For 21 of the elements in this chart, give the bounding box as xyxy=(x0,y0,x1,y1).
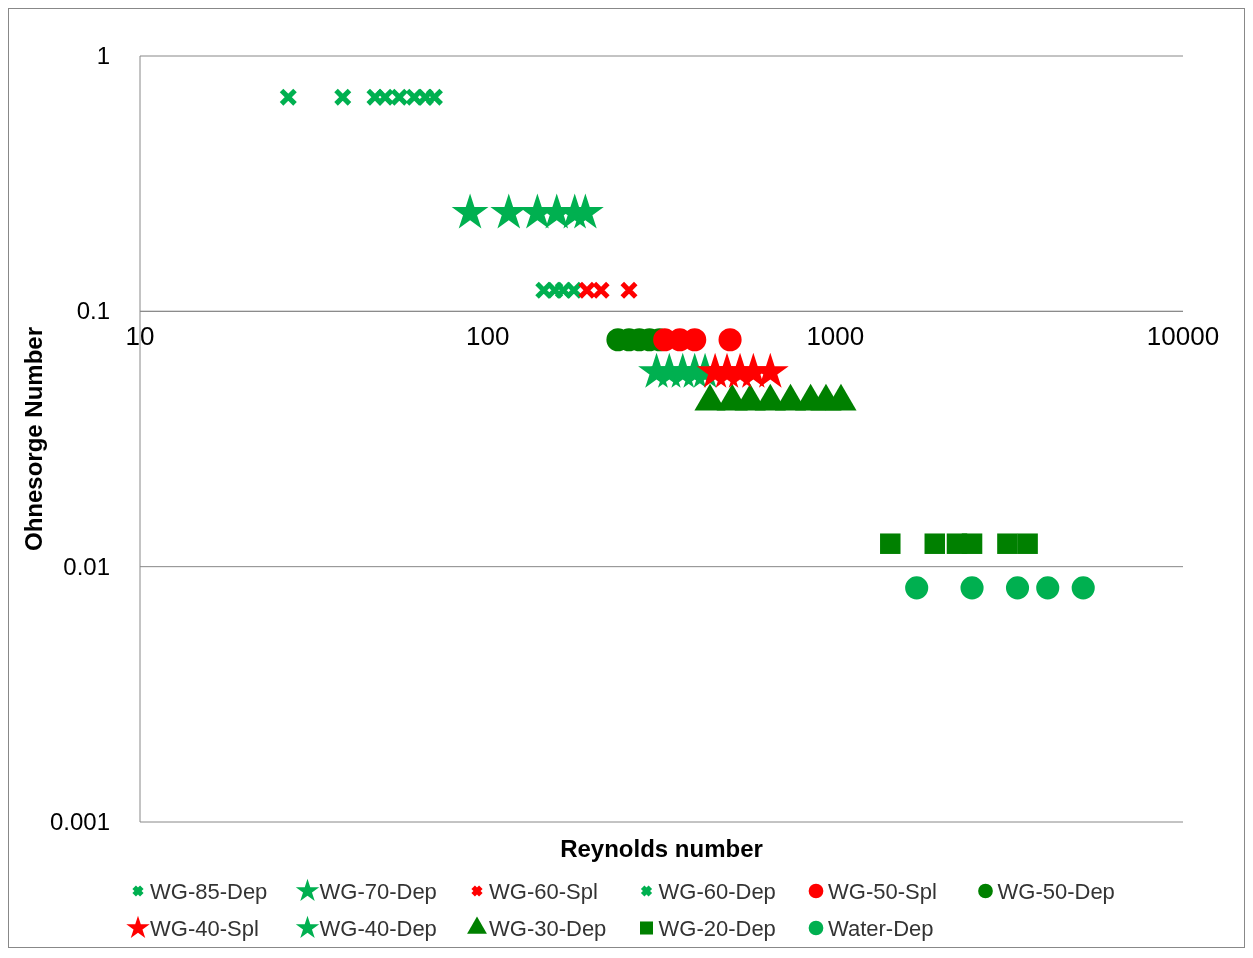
legend-label: Water-Dep xyxy=(828,916,934,941)
y-tick-label: 0.001 xyxy=(49,808,110,835)
legend-label: WG-85-Dep xyxy=(150,879,268,904)
x-tick-label: 10000 xyxy=(1146,321,1220,352)
y-tick-label: 0.1 xyxy=(76,297,110,325)
y-tick-label: 1 xyxy=(96,42,110,69)
legend-label: WG-50-Dep xyxy=(997,879,1115,904)
x-tick-label: 1000 xyxy=(806,321,865,352)
legend-label: WG-70-Dep xyxy=(319,879,437,904)
legend-label: WG-60-Dep xyxy=(658,879,776,904)
legend-label: WG-40-Spl xyxy=(150,916,259,941)
x-tick-label: 10 xyxy=(125,321,155,352)
legend-label: WG-30-Dep xyxy=(489,916,607,941)
y-axis-title: Ohnesorge Number xyxy=(20,326,47,552)
x-tick-label: 100 xyxy=(465,321,510,352)
legend-label: WG-40-Dep xyxy=(319,916,437,941)
legend-label: WG-20-Dep xyxy=(658,916,776,941)
y-tick-label: 0.01 xyxy=(63,552,110,580)
legend-label: WG-50-Spl xyxy=(828,879,937,904)
legend-label: WG-60-Spl xyxy=(489,879,598,904)
x-axis-title: Reynolds number xyxy=(560,835,763,862)
